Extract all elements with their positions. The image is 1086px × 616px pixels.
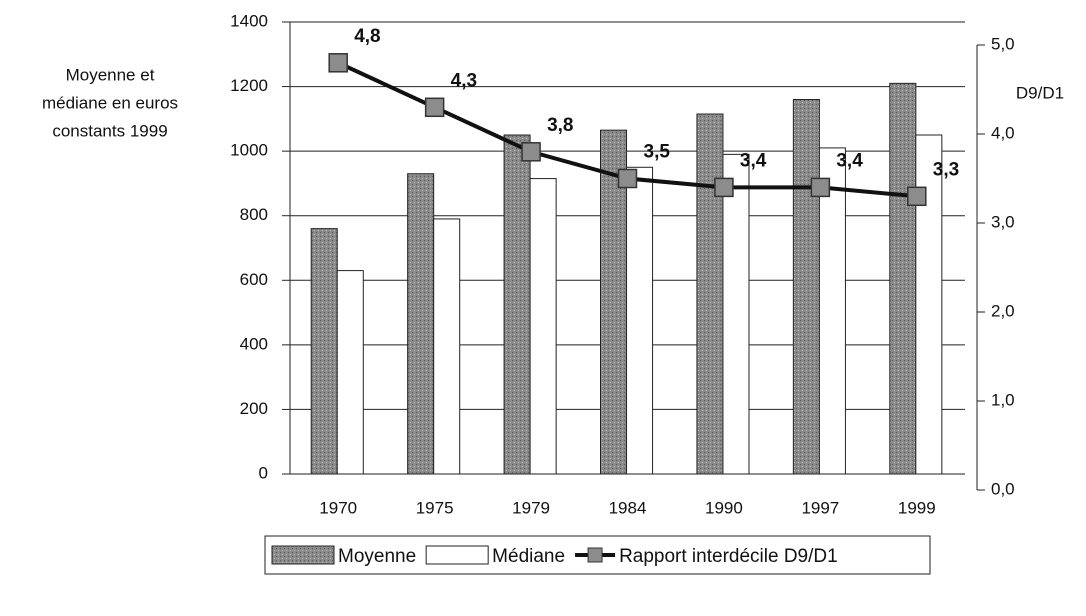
data-label: 3,4 <box>836 150 863 171</box>
y2-tick-label: 0,0 <box>991 479 1015 498</box>
y-axis-label: constants 1999 <box>52 121 167 140</box>
y-tick-label: 0 <box>259 463 268 482</box>
bar <box>722 153 750 475</box>
legend-marker <box>587 547 603 563</box>
data-label: 4,8 <box>354 26 380 47</box>
bar <box>503 134 531 475</box>
y-tick-label: 800 <box>240 205 268 224</box>
bar <box>889 82 917 475</box>
bar <box>792 98 820 475</box>
y-tick-label: 400 <box>240 334 268 353</box>
bar <box>818 147 846 475</box>
bar <box>336 270 364 475</box>
y-tick-label: 1200 <box>230 76 268 95</box>
legend: Moyenne Médiane Rapport interdécile D9/D1 <box>264 535 931 575</box>
legend-label: Rapport interdécile D9/D1 <box>619 546 838 567</box>
data-label: 3,8 <box>547 115 573 136</box>
y-tick-label: 1000 <box>230 141 268 160</box>
x-tick-label: 1975 <box>416 498 454 517</box>
y-tick-label: 1400 <box>230 11 268 30</box>
x-tick-label: 1999 <box>898 498 936 517</box>
bar <box>696 113 724 475</box>
marker <box>328 53 348 73</box>
data-label: 4,3 <box>451 70 477 91</box>
x-tick-label: 1970 <box>319 498 357 517</box>
legend-swatch <box>425 545 489 565</box>
data-label: 3,5 <box>644 142 671 163</box>
bar <box>310 228 338 475</box>
marker <box>714 177 734 198</box>
legend-label: Moyenne <box>338 546 416 567</box>
x-tick-label: 1984 <box>609 498 647 517</box>
y2-tick-label: 1,0 <box>991 390 1015 409</box>
data-label: 3,4 <box>740 150 767 171</box>
y2-tick-label: 5,0 <box>991 34 1015 53</box>
legend-swatch <box>271 545 335 565</box>
bar <box>407 173 435 475</box>
marker <box>424 97 445 118</box>
bar <box>433 218 461 475</box>
marker <box>521 142 541 162</box>
y2-tick-label: 4,0 <box>991 123 1015 142</box>
y-tick-label: 200 <box>240 399 268 418</box>
marker <box>810 177 831 198</box>
y-tick-label: 600 <box>240 270 268 289</box>
bar <box>915 134 943 475</box>
x-tick-label: 1990 <box>705 498 743 517</box>
x-tick-label: 1979 <box>512 498 550 517</box>
x-tick-label: 1997 <box>801 498 839 517</box>
y2-axis-label: D9/D1 <box>1016 83 1064 102</box>
y2-tick-label: 2,0 <box>991 301 1015 320</box>
legend-label: Médiane <box>492 546 565 567</box>
bar <box>626 166 654 475</box>
bar <box>529 178 557 475</box>
marker <box>907 186 927 207</box>
y2-tick-label: 3,0 <box>991 212 1015 231</box>
data-label: 3,3 <box>933 159 959 180</box>
y-axis-label: Moyenne et <box>66 65 155 84</box>
y-axis-label: médiane en euros <box>42 93 178 112</box>
marker <box>617 168 638 189</box>
